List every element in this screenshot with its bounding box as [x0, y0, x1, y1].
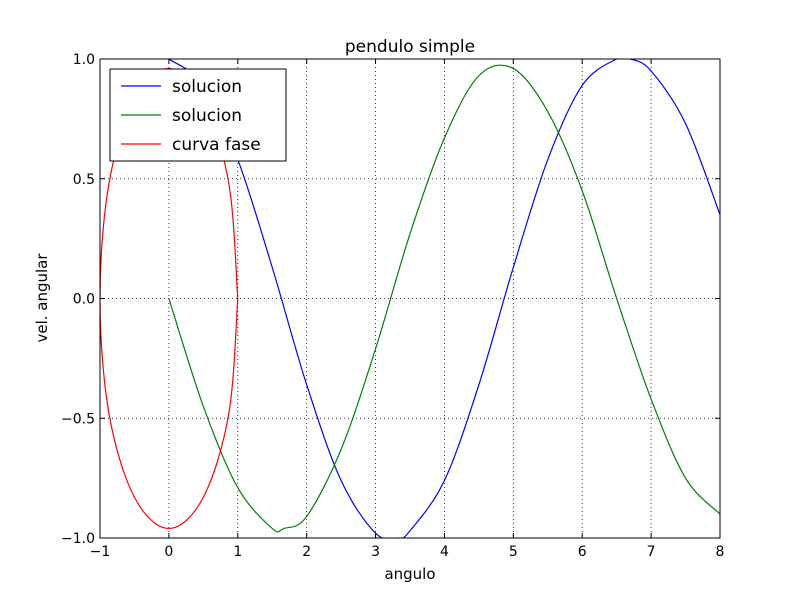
y-tick-label: 0.0: [73, 292, 95, 308]
legend-label-2: solucion: [172, 106, 242, 126]
legend-label-1: solucion: [172, 77, 242, 97]
chart-title: pendulo simple: [345, 37, 475, 57]
x-axis-label: angulo: [384, 565, 435, 583]
x-tick-label: 2: [302, 544, 311, 560]
y-tick-label: 1.0: [73, 52, 95, 68]
y-tick-label: 0.5: [73, 172, 95, 188]
y-axis-label: vel. angular: [33, 253, 51, 343]
x-tick-label: 7: [647, 544, 656, 560]
x-tick-label: 3: [371, 544, 380, 560]
y-tick-label: −1.0: [61, 531, 95, 547]
x-tick-label: 5: [509, 544, 518, 560]
x-tick-label: 1: [233, 544, 242, 560]
axis-ticks: −1 0 1 2 3 4 5 6 7 8 −1.0 −0.5 0.0 0.5 1.0: [61, 52, 724, 560]
series-line-1: [168, 59, 720, 538]
x-tick-label: −1: [90, 544, 111, 560]
x-tick-label: 8: [716, 544, 725, 560]
series-line-2: [168, 64, 720, 533]
x-tick-label: 0: [164, 544, 173, 560]
x-tick-label: 6: [578, 544, 587, 560]
legend: solucion solucion curva fase: [109, 68, 287, 162]
y-tick-label: −0.5: [61, 411, 95, 427]
legend-label-3: curva fase: [172, 135, 261, 155]
x-tick-label: 4: [440, 544, 449, 560]
